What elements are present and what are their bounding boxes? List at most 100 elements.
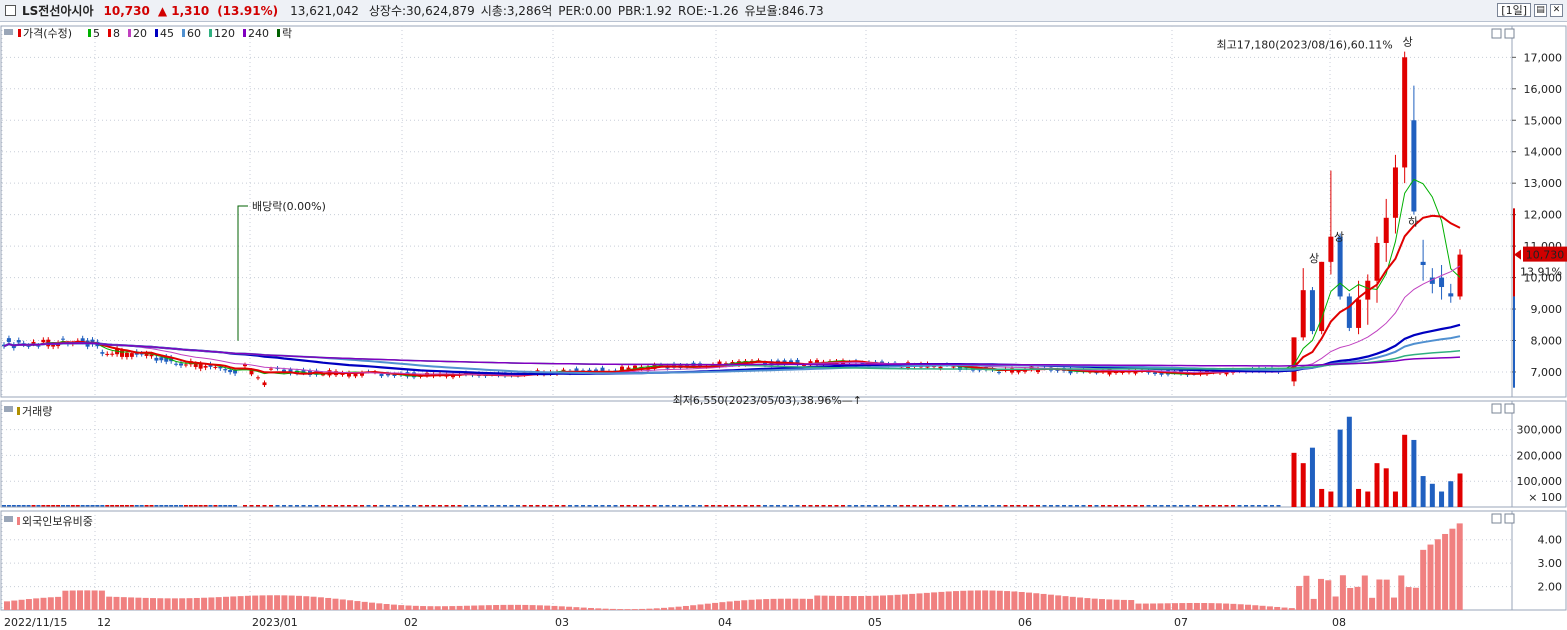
volume-bar [984, 505, 988, 507]
volume-bar [208, 505, 213, 507]
volume-bar [912, 505, 917, 507]
volume-bar [129, 505, 134, 507]
volume-bar [672, 505, 676, 507]
volume-bar [1179, 505, 1183, 507]
volume-bar [626, 505, 631, 507]
foreign-bar [1135, 603, 1142, 610]
volume-bar [750, 505, 754, 507]
volume-bar [964, 505, 969, 507]
foreign-bar [931, 592, 938, 610]
volume-bar [188, 505, 193, 507]
foreign-bar [1142, 603, 1149, 610]
candle-body [159, 357, 164, 361]
ma-legend-label: 락 [282, 27, 292, 40]
date-label: 05 [868, 616, 882, 629]
select-checkbox[interactable] [5, 5, 16, 16]
candle-body [561, 369, 566, 371]
panel-close-icon [1504, 28, 1515, 39]
foreign-bar [135, 597, 142, 610]
volume-bar [555, 505, 559, 507]
candle-body [1411, 120, 1417, 212]
foreign-bar [427, 606, 434, 610]
foreign-bar [1318, 578, 1324, 610]
ma-20-line [3, 265, 1461, 376]
volume-bar [802, 505, 806, 507]
volume-bar [347, 505, 351, 507]
foreign-bar [1449, 528, 1456, 610]
volume-bar [457, 505, 462, 507]
volume-bar [828, 505, 832, 507]
foreign-bar [164, 598, 171, 610]
ma-legend-swatch [182, 29, 185, 37]
volume-bar [561, 505, 566, 507]
close-icon[interactable]: ✕ [1550, 3, 1563, 17]
ma-legend-label: 240 [248, 27, 269, 40]
volume-bar [665, 505, 670, 507]
candle-body [951, 366, 956, 368]
foreign-bar [1179, 603, 1186, 610]
candle-body [1337, 236, 1343, 297]
foreign-bar [1011, 591, 1018, 610]
foreign-bar [296, 595, 302, 610]
foreign-bar [1274, 606, 1281, 610]
ma-legend-label: 120 [214, 27, 235, 40]
volume-bar [269, 505, 273, 507]
roe-value: ROE:-1.26 [678, 3, 739, 18]
foreign-bar [390, 604, 397, 610]
candle-body [802, 364, 806, 366]
candle-body [129, 353, 134, 357]
volume-bar [213, 505, 218, 507]
date-label: 07 [1174, 616, 1188, 629]
volume-bar [652, 505, 657, 507]
foreign-bar [1091, 598, 1098, 610]
volume-bar [854, 505, 858, 507]
volume-bar [880, 505, 884, 507]
volume-bar [144, 505, 149, 507]
ma-legend-swatch [209, 29, 212, 37]
volume-bar [789, 505, 793, 507]
foreign-bar [836, 595, 843, 610]
candle-body [1420, 261, 1426, 265]
date-label: 02 [404, 616, 418, 629]
low-annotation: 최저6,550(2023/05/03),38.96%—↑ [673, 394, 862, 407]
price-legend: 가격(수정) 5 8 20 45 60 120 240 락 [4, 27, 292, 40]
candle-body [144, 353, 149, 356]
volume-bar [308, 505, 312, 507]
foreign-bar [1106, 599, 1113, 610]
foreign-bar [1361, 575, 1368, 610]
foreign-bar [1405, 587, 1412, 610]
volume-bar [1392, 491, 1398, 507]
volume-bar [1172, 505, 1177, 507]
foreign-bar [215, 597, 222, 610]
foreign-bar [580, 607, 587, 610]
candle-body [1439, 277, 1445, 288]
volume-bar [646, 505, 650, 507]
foreign-bar [799, 598, 806, 610]
foreign-bar [828, 595, 835, 610]
volume-bar [997, 505, 1001, 507]
stock-chart[interactable]: 17,00016,00015,00014,00013,00012,00011,0… [0, 22, 1567, 630]
foreign-bar [536, 605, 543, 610]
settings-icon[interactable]: ▤ [1534, 3, 1547, 17]
candle-body [1055, 369, 1060, 371]
foreign-bar [566, 606, 573, 610]
candle-body [620, 366, 624, 371]
candle-body [61, 338, 65, 340]
volume-bar [1062, 505, 1066, 507]
foreign-bar [974, 590, 981, 610]
volume-bar [228, 505, 233, 507]
volume-bar [425, 505, 429, 507]
candle-body [213, 366, 218, 368]
volume-bar [386, 505, 390, 507]
candle-body [124, 352, 129, 358]
volume-bar [334, 505, 338, 507]
period-selector[interactable]: [1일] [1497, 3, 1531, 17]
foreign-bar [398, 605, 405, 610]
candle-body [1159, 372, 1164, 375]
volume-bar [1337, 429, 1343, 507]
foreign-bar [1047, 594, 1054, 610]
volume-bar [139, 505, 144, 507]
volume-bar [737, 505, 741, 507]
foreign-bar [237, 596, 244, 610]
foreign-bar [792, 598, 799, 610]
